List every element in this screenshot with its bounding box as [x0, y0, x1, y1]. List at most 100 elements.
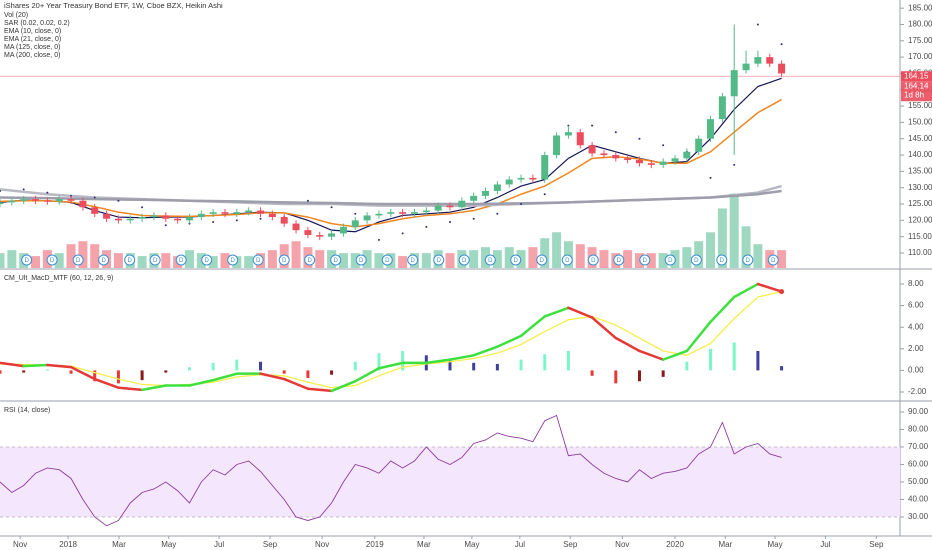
dividend-marker	[227, 254, 239, 266]
sar-dot	[259, 217, 262, 220]
candle-body	[174, 218, 182, 221]
x-tick-label: Sep	[263, 540, 278, 549]
volume-bar	[31, 256, 41, 268]
dividend-marker	[458, 254, 470, 266]
macd-segment	[732, 282, 760, 299]
histogram-bar	[69, 370, 73, 374]
macd-segment	[472, 345, 499, 357]
macd-segment	[756, 282, 783, 293]
legend-entry: EMA (21, close, 0)	[4, 36, 61, 43]
dividend-label: D	[643, 258, 648, 264]
candle-body	[766, 57, 774, 64]
dividend-label: D	[153, 258, 158, 264]
x-tick-label: Jul	[820, 540, 830, 549]
histogram-bar	[780, 366, 784, 371]
histogram-bar	[235, 359, 239, 371]
rsi-band	[0, 446, 900, 517]
volume-bar	[623, 250, 633, 268]
candle-body	[541, 155, 549, 180]
histogram-bar	[732, 342, 736, 371]
histogram-bar	[495, 363, 499, 371]
volume-bar	[113, 253, 123, 268]
y-tick-label: 175.00	[908, 36, 932, 45]
macd-segment	[496, 334, 523, 348]
x-tick-label: Sep	[869, 540, 884, 549]
sar-dot	[709, 176, 712, 179]
x-tick-label: 2020	[666, 540, 684, 549]
macd-segment	[93, 377, 120, 389]
histogram-bar	[472, 362, 476, 371]
histogram-bar	[614, 370, 618, 384]
sar-dot	[543, 193, 546, 196]
candle-body	[778, 63, 786, 74]
candle-body	[43, 200, 51, 202]
x-tick-label: Sep	[563, 540, 578, 549]
sar-dot	[235, 219, 238, 222]
macd-segment	[638, 349, 665, 361]
volume-bar	[563, 241, 573, 268]
dividend-marker	[407, 254, 419, 266]
y-tick-label: 180.00	[908, 20, 932, 29]
dividend-marker	[252, 254, 264, 266]
histogram-bar	[282, 370, 286, 374]
y-tick-label: 60.00	[908, 460, 929, 469]
rsi-line	[0, 414, 782, 527]
sar-dot	[733, 163, 736, 166]
dividend-label: D	[231, 258, 236, 264]
volume-bar	[54, 253, 64, 268]
candle-body	[399, 212, 407, 214]
candle-body	[114, 218, 122, 221]
x-tick-label: May	[768, 540, 783, 549]
x-tick-label: Mar	[718, 540, 732, 549]
sar-dot	[401, 232, 404, 235]
countdown-label: 1d 8h	[904, 90, 924, 99]
volume-bar	[7, 250, 17, 268]
volume-bar	[753, 244, 763, 268]
dividend-marker	[278, 254, 290, 266]
legend-entry: SAR (0.02, 0.02, 0.2)	[4, 20, 70, 27]
y-tick-label: 50.00	[908, 477, 929, 486]
candle-body	[8, 200, 16, 203]
dividend-marker	[639, 254, 651, 266]
dividend-marker	[742, 254, 754, 266]
y-tick-label: 110.00	[908, 248, 932, 257]
macd-segment	[519, 315, 546, 338]
dividend-marker	[587, 254, 599, 266]
histogram-bar	[140, 370, 144, 381]
last-price-tag	[901, 71, 932, 82]
macd-segment	[46, 363, 73, 369]
candle-body	[197, 213, 205, 218]
y-tick-label: 115.00	[908, 232, 932, 241]
dividend-label: D	[668, 258, 673, 264]
histogram-bar	[590, 370, 594, 376]
y-tick-label: 80.00	[908, 425, 929, 434]
legend-entry: Vol (20)	[4, 12, 28, 19]
macd-segment	[330, 379, 357, 393]
histogram-bar	[637, 370, 641, 382]
x-tick-label: May	[161, 540, 176, 549]
sar-dot	[780, 43, 783, 46]
dividend-label: D	[50, 258, 55, 264]
candle-body	[434, 205, 442, 211]
moving-average-line	[0, 189, 782, 206]
dividend-marker	[330, 254, 342, 266]
volume-bar	[362, 250, 372, 268]
dividend-marker	[98, 254, 110, 266]
candle-body	[470, 195, 478, 201]
macd-segment	[22, 363, 49, 368]
volume-bar	[682, 247, 692, 268]
candle-body	[91, 207, 99, 214]
candle-body	[529, 177, 537, 180]
candle-body	[730, 70, 738, 97]
volume-bar	[244, 256, 254, 268]
candle-body	[517, 177, 525, 180]
histogram-bar	[330, 370, 334, 375]
macd-segment	[117, 386, 144, 392]
sar-dot	[662, 144, 665, 147]
histogram-bar	[756, 350, 760, 371]
sar-dot	[0, 189, 1, 192]
dividend-label: D	[720, 258, 725, 264]
dividend-label: D	[385, 258, 390, 264]
volume-bar	[729, 193, 739, 268]
